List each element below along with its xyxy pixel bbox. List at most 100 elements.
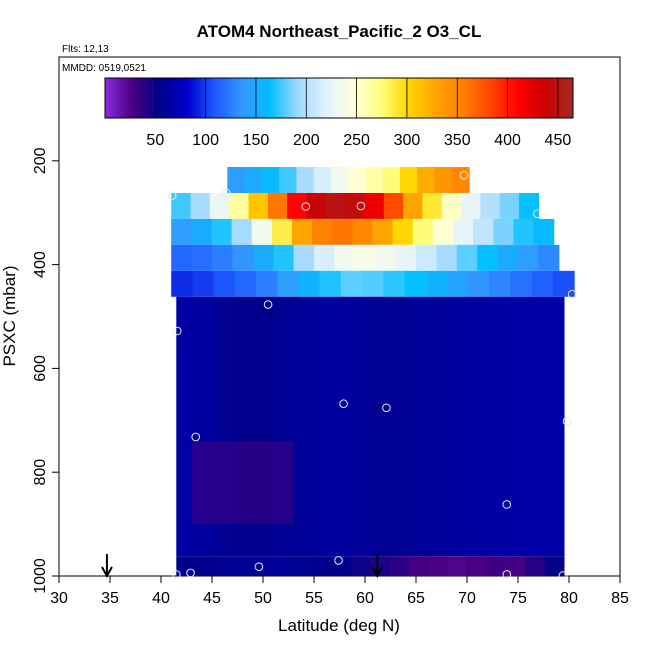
- colorbar-swatch: [150, 78, 154, 118]
- heat-cell: [171, 192, 192, 219]
- heat-cell: [497, 244, 519, 271]
- colorbar-swatch: [432, 78, 436, 118]
- colorbar-swatch: [522, 78, 526, 118]
- colorbar-swatch: [278, 78, 282, 118]
- colorbar-swatch: [255, 78, 259, 118]
- heat-cell: [293, 244, 315, 271]
- colorbar-swatch: [459, 78, 463, 118]
- heat-cell: [191, 218, 213, 245]
- colorbar-swatch: [336, 78, 340, 118]
- colorbar-swatch: [500, 78, 504, 118]
- colorbar-swatch: [333, 78, 337, 118]
- colorbar-swatch: [115, 78, 119, 118]
- colorbar-swatch: [505, 78, 509, 118]
- heat-cell: [383, 192, 404, 219]
- colorbar-swatch: [474, 78, 478, 118]
- heat-cell: [382, 167, 401, 193]
- colorbar-swatch: [364, 78, 368, 118]
- heat-cell: [432, 218, 454, 245]
- colorbar-swatch: [502, 78, 506, 118]
- heat-cell: [244, 167, 263, 193]
- sample-point: [222, 188, 231, 198]
- heat-cell: [525, 296, 546, 557]
- sample-point: [172, 570, 181, 579]
- colorbar-swatch: [484, 78, 488, 118]
- heat-cell: [399, 167, 418, 193]
- heat-cell: [311, 556, 332, 576]
- heat-cell: [234, 556, 255, 576]
- colorbar-tick-label: 100: [192, 132, 219, 149]
- heat-cell: [352, 218, 374, 245]
- colorbar-swatch: [532, 78, 536, 118]
- heat-cell: [417, 167, 436, 193]
- heat-cell: [375, 244, 397, 271]
- sample-point: [254, 562, 264, 572]
- heat-cell: [467, 556, 487, 576]
- colorbar-tick-label: 300: [394, 132, 421, 149]
- colorbar-swatch: [547, 78, 551, 118]
- colorbar-swatch: [449, 78, 453, 118]
- heat-cell: [171, 218, 192, 245]
- colorbar-swatch: [135, 78, 139, 118]
- heat-cell: [229, 192, 250, 219]
- colorbar-tick-label: 250: [343, 132, 370, 149]
- colorbar-swatch: [298, 78, 302, 118]
- colorbar-swatch: [328, 78, 332, 118]
- heat-cell: [232, 244, 254, 271]
- heat-cell: [350, 296, 371, 557]
- heat-cell: [227, 167, 246, 193]
- colorbar-swatch: [565, 78, 569, 118]
- colorbar-swatch: [452, 78, 456, 118]
- heat-cell: [234, 270, 257, 297]
- heat-cell: [372, 218, 394, 245]
- heat-cell: [251, 218, 273, 245]
- heat-cell: [408, 296, 429, 557]
- sample-point: [301, 202, 311, 211]
- colorbar-swatch: [225, 78, 229, 118]
- x-tick-label: 80: [560, 590, 578, 607]
- heat-cell: [261, 167, 280, 193]
- colorbar-swatch: [250, 78, 254, 118]
- colorbar-swatch: [306, 78, 310, 118]
- colorbar-swatch: [198, 78, 202, 118]
- colorbar-swatch: [233, 78, 237, 118]
- heat-cell: [190, 192, 211, 219]
- heat-cell: [505, 296, 526, 557]
- heat-cell: [425, 270, 448, 297]
- flights-note: Flts: 12,13: [62, 44, 109, 55]
- heat-cell: [533, 218, 555, 245]
- heat-cell: [292, 556, 313, 576]
- colorbar-swatch: [479, 78, 483, 118]
- heat-cell: [456, 244, 478, 271]
- heat-cell: [332, 218, 353, 245]
- colorbar-swatch: [293, 78, 297, 118]
- colorbar-swatch: [439, 78, 443, 118]
- sample-point: [533, 209, 542, 218]
- colorbar-swatch: [183, 78, 187, 118]
- heat-cell: [176, 556, 197, 576]
- colorbar-swatch: [361, 78, 365, 118]
- heat-cell: [365, 167, 384, 193]
- heat-cell: [434, 167, 453, 193]
- x-tick-label: 85: [611, 590, 629, 607]
- heat-cell: [447, 296, 468, 557]
- colorbar-swatch: [381, 78, 385, 118]
- heat-cell: [296, 167, 315, 193]
- colorbar-swatch: [339, 78, 343, 118]
- colorbar-swatch: [268, 78, 272, 118]
- colorbar-swatch: [157, 78, 161, 118]
- colorbar-swatch: [527, 78, 531, 118]
- heat-cell: [277, 270, 300, 297]
- colorbar-swatch: [125, 78, 129, 118]
- y-tick-label: 600: [32, 355, 49, 382]
- x-tick-label: 50: [254, 590, 272, 607]
- colorbar-ticks: 50 100 150 200 250 300 350 400 450: [146, 78, 571, 149]
- colorbar-swatch: [258, 78, 262, 118]
- colorbar-swatch: [175, 78, 179, 118]
- colorbar-tick-label: 150: [243, 132, 270, 149]
- colorbar-tick-label: 400: [494, 132, 521, 149]
- colorbar-swatch: [188, 78, 192, 118]
- heatmap-cells: [171, 167, 575, 576]
- y-tick-label: 400: [32, 251, 49, 278]
- colorbar-swatch: [437, 78, 441, 118]
